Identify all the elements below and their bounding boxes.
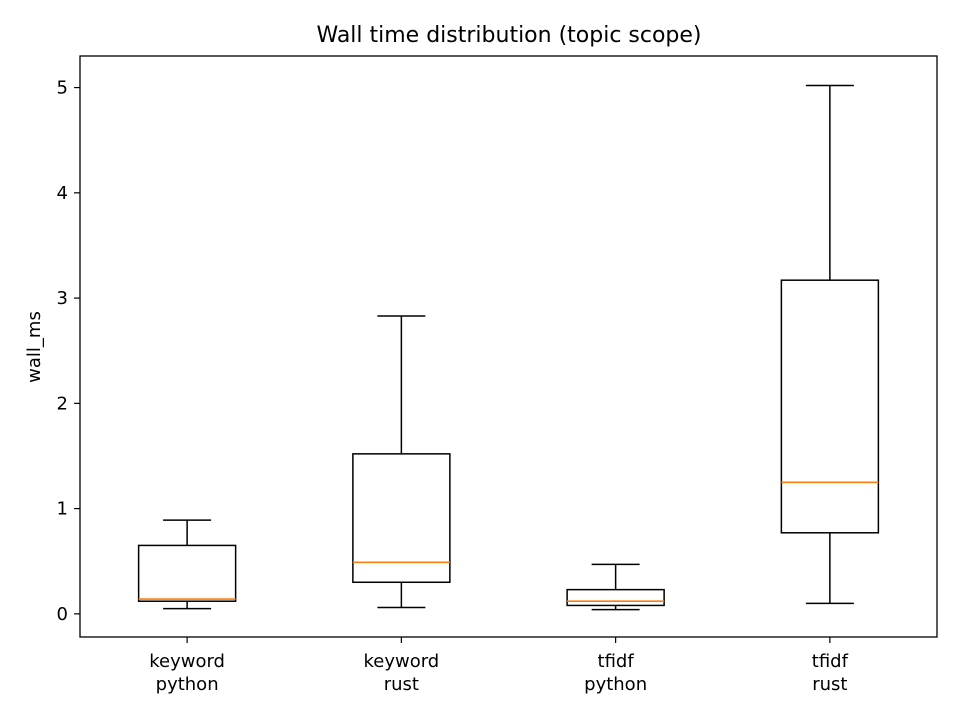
- box-group-3: [780, 84, 880, 605]
- chart-title: Wall time distribution (topic scope): [316, 23, 701, 48]
- x-tick-label-0-line-1: python: [156, 674, 219, 695]
- boxes-layer: [137, 84, 880, 611]
- y-tick-label-3: 3: [57, 288, 68, 309]
- ticks-layer: 012345keywordpythonkeywordrusttfidfpytho…: [57, 78, 849, 695]
- y-axis-label: wall_ms: [24, 311, 45, 383]
- iqr-box-1: [352, 453, 451, 584]
- y-tick-label-4: 4: [57, 183, 68, 204]
- iqr-box-0: [137, 544, 237, 602]
- x-tick-label-0-line-0: keyword: [149, 651, 225, 672]
- box-group-1: [352, 315, 451, 609]
- x-tick-label-2-line-1: python: [584, 674, 647, 695]
- y-tick-label-2: 2: [57, 393, 68, 414]
- y-tick-label-5: 5: [57, 78, 68, 99]
- y-tick-label-1: 1: [57, 499, 68, 520]
- box-group-2: [566, 563, 665, 611]
- x-tick-label-3-line-1: rust: [812, 674, 847, 695]
- x-tick-label-1-line-1: rust: [384, 674, 419, 695]
- iqr-box-2: [566, 588, 665, 607]
- x-tick-label-1-line-0: keyword: [363, 651, 439, 672]
- x-tick-label-2-line-0: tfidf: [598, 651, 635, 672]
- box-group-0: [137, 519, 237, 610]
- iqr-box-3: [780, 279, 880, 534]
- x-tick-label-3-line-0: tfidf: [812, 651, 849, 672]
- plot-frame: [79, 55, 938, 638]
- y-tick-label-0: 0: [57, 604, 68, 625]
